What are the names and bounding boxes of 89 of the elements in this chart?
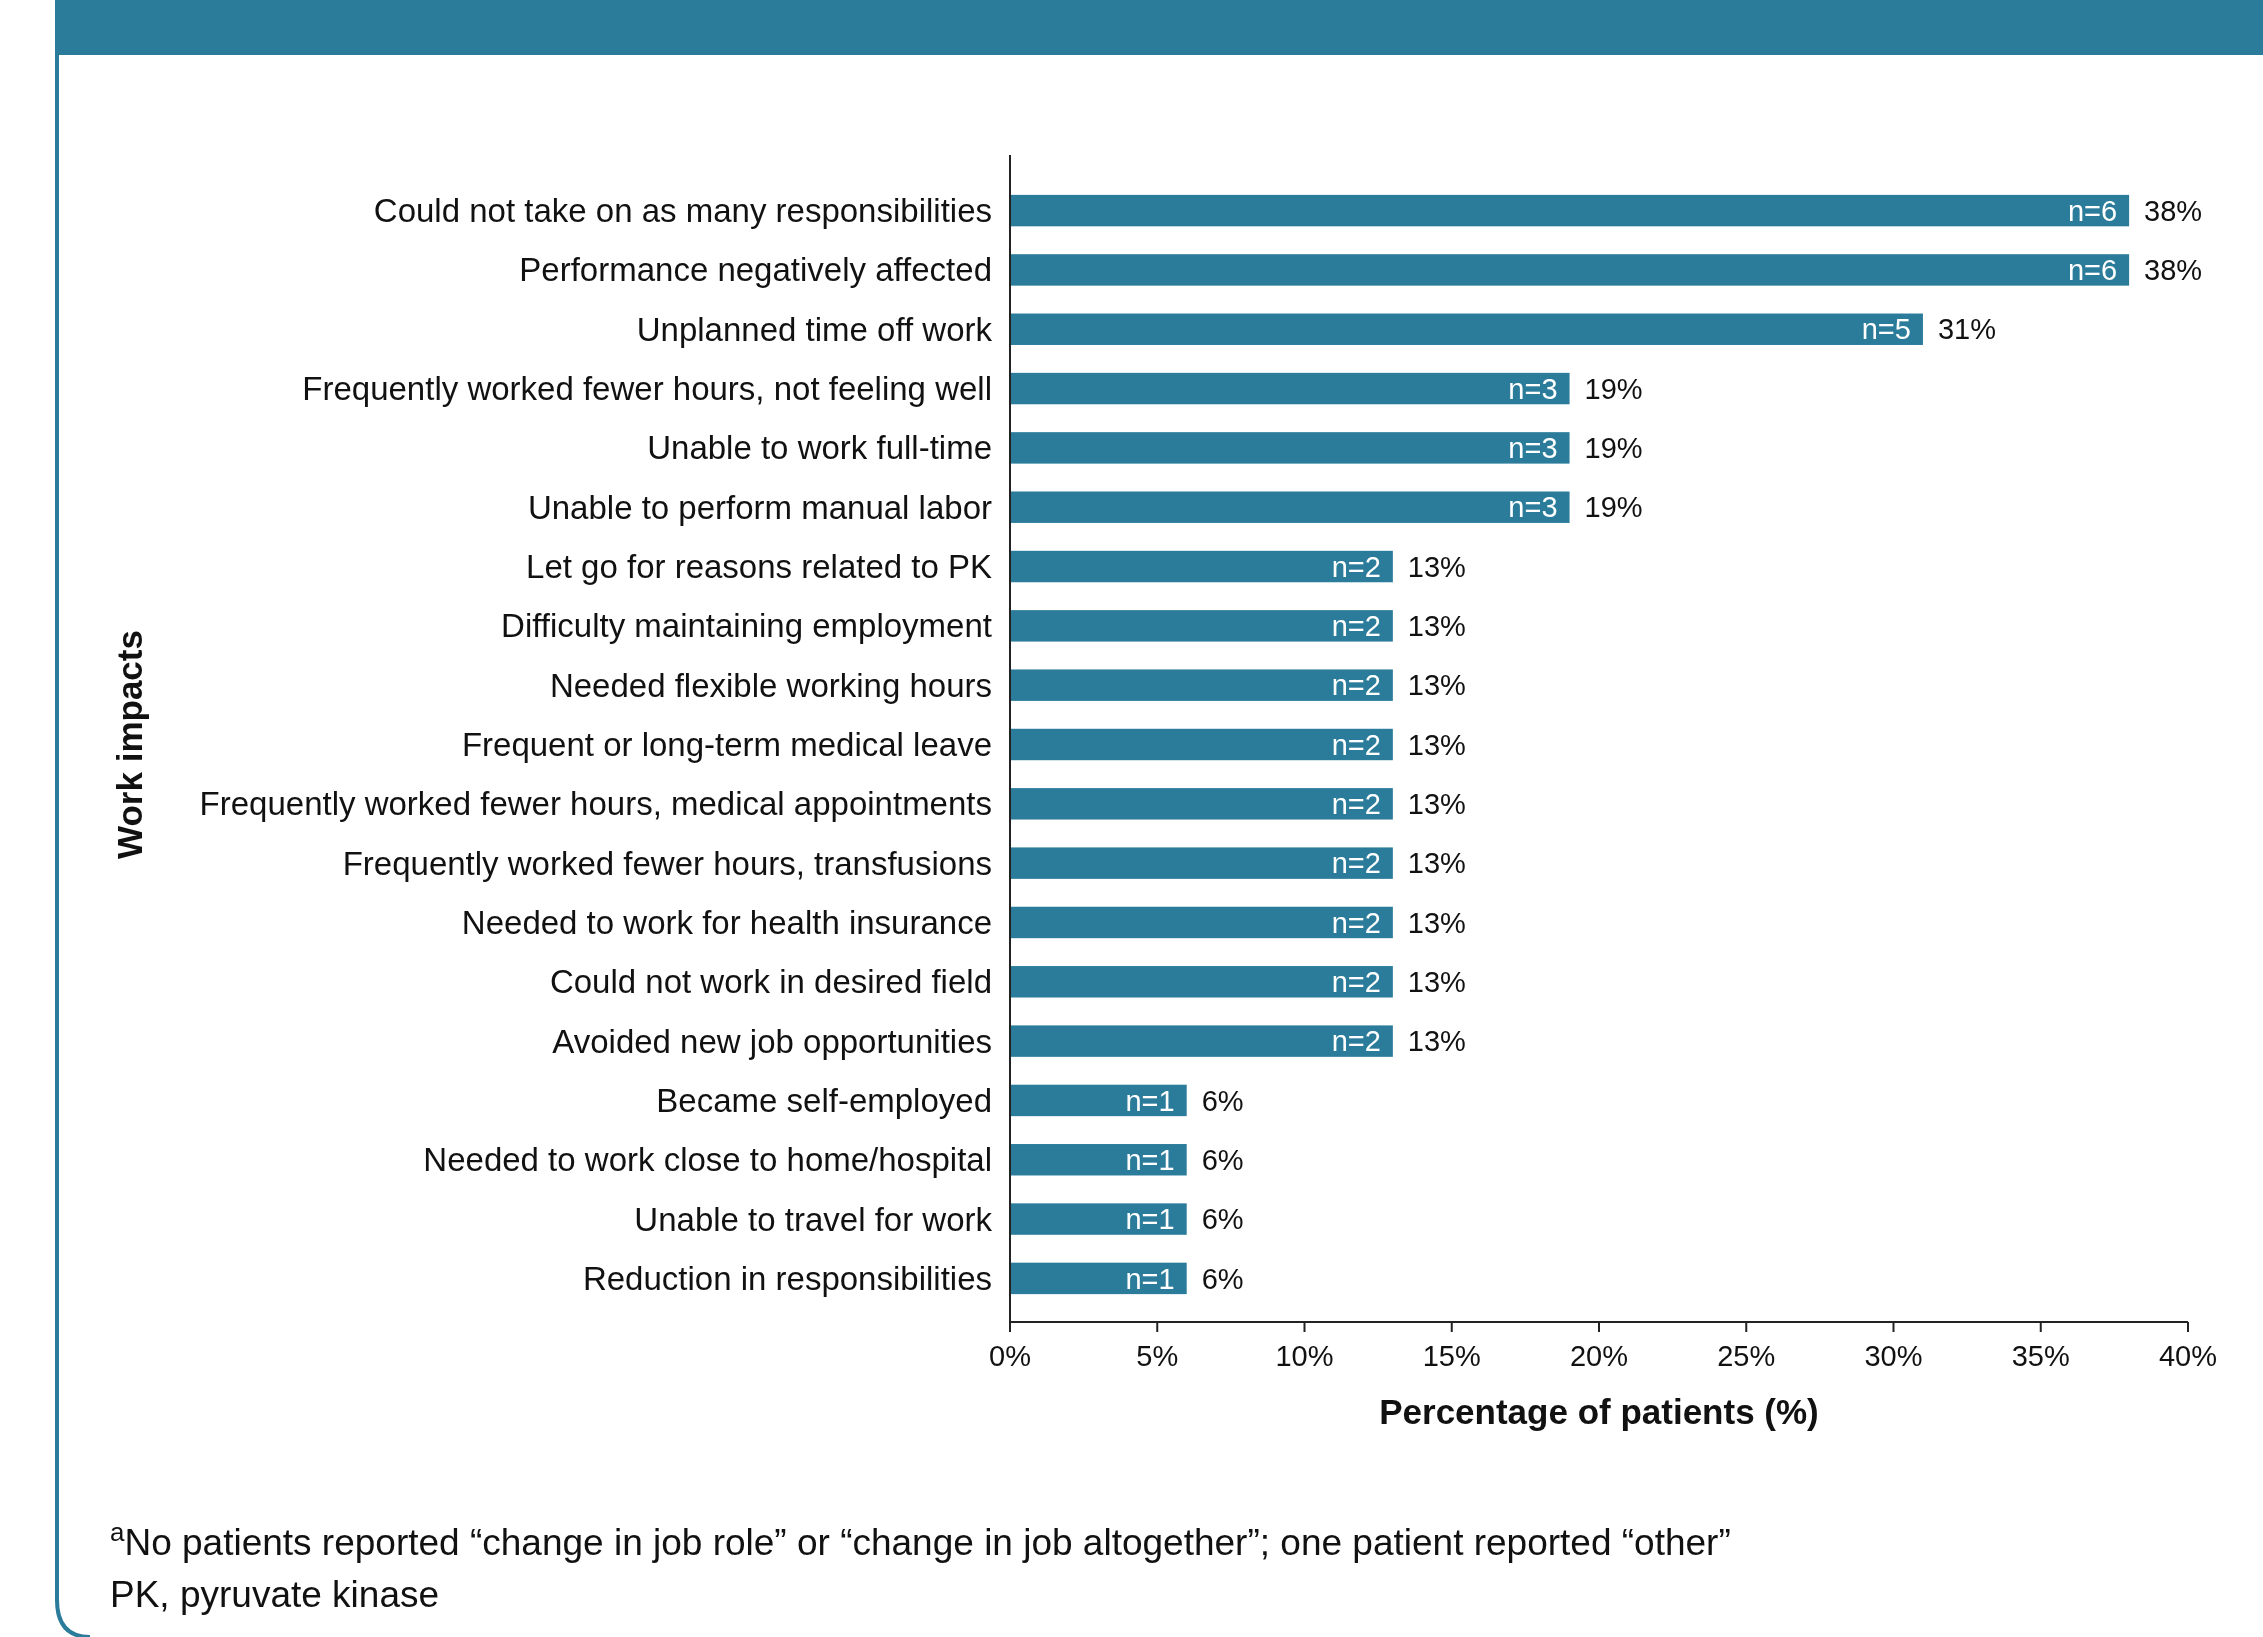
- annotation: n=2: [1331, 1025, 1381, 1058]
- y-tick-label: Needed to work close to home/hospital: [423, 1141, 992, 1179]
- x-tick-label: 20%: [1569, 1340, 1629, 1372]
- bar: [1010, 966, 1393, 998]
- bar: [1010, 610, 1393, 642]
- annotation: n=1: [1125, 1203, 1175, 1236]
- bar: [1010, 1025, 1393, 1057]
- data-label: 13%: [1407, 610, 1466, 643]
- data-label: 13%: [1407, 787, 1466, 820]
- annotation: n=2: [1331, 787, 1381, 820]
- data-label: 38%: [2144, 254, 2203, 287]
- data-label: 6%: [1201, 1084, 1244, 1117]
- annotation: n=1: [1125, 1262, 1175, 1295]
- bar: [1010, 788, 1393, 820]
- annotation: n=2: [1331, 550, 1381, 583]
- annotation: n=1: [1125, 1084, 1175, 1117]
- bar: [1010, 194, 2130, 227]
- y-tick-label: Unable to travel for work: [634, 1200, 993, 1238]
- annotation: n=5: [1861, 313, 1911, 346]
- x-axis-title: Percentage of patients (%): [1379, 1392, 1819, 1431]
- data-label: 19%: [1584, 491, 1643, 524]
- data-label: 31%: [1937, 313, 1996, 346]
- y-tick-label: Could not work in desired field: [549, 963, 992, 1001]
- annotation: n=2: [1331, 669, 1381, 702]
- x-tick-label: 10%: [1275, 1340, 1334, 1372]
- text: PK, pyruvate kinase: [110, 1574, 440, 1615]
- annotation: n=6: [2067, 194, 2118, 227]
- bar: [1010, 1144, 1187, 1176]
- x-tick-label: 15%: [1422, 1340, 1481, 1372]
- y-tick-label: Difficulty maintaining employment: [501, 607, 992, 645]
- annotation: n=1: [1125, 1143, 1175, 1176]
- y-tick-label: Needed to work for health insurance: [461, 904, 992, 942]
- bar: [1010, 491, 1570, 523]
- annotation: n=2: [1331, 847, 1381, 880]
- bar: [1010, 372, 1570, 405]
- data-label: 13%: [1407, 669, 1466, 702]
- data-label: 13%: [1407, 728, 1466, 761]
- bar: [1010, 847, 1393, 879]
- annotation: n=2: [1331, 728, 1381, 761]
- y-tick-label: Unable to work full-time: [647, 429, 992, 467]
- data-label: 6%: [1201, 1203, 1244, 1236]
- y-tick-label: Let go for reasons related to PK: [526, 548, 992, 586]
- y-tick-label: Performance negatively affected: [519, 251, 992, 289]
- y-tick-label: Frequently worked fewer hours, not feeling well: [302, 370, 992, 408]
- bar: [1010, 906, 1393, 939]
- data-label: 13%: [1407, 1025, 1466, 1058]
- data-label: 38%: [2144, 194, 2203, 227]
- data-label: 13%: [1407, 965, 1466, 998]
- x-tick-label: 25%: [1717, 1340, 1776, 1372]
- data-label: 19%: [1584, 432, 1643, 465]
- annotation: n=2: [1331, 965, 1381, 998]
- annotation: n=2: [1331, 906, 1381, 939]
- y-tick-label: Reduction in responsibilities: [582, 1259, 992, 1297]
- text: $^{a}$No patients reported “change in job role” or “change in job altogether”; one patient reported “other”: [110, 1518, 1731, 1563]
- data-label: 6%: [1201, 1262, 1244, 1295]
- y-tick-label: Needed flexible working hours: [549, 666, 992, 704]
- bar: [1010, 728, 1393, 761]
- x-tick-label: 5%: [1136, 1340, 1179, 1372]
- annotation: n=3: [1508, 372, 1558, 405]
- x-tick-label: 40%: [2158, 1340, 2218, 1372]
- x-tick-label: 0%: [989, 1340, 1031, 1372]
- bar: [1010, 669, 1393, 701]
- data-label: 13%: [1407, 550, 1466, 583]
- y-tick-label: Frequent or long-term medical leave: [461, 726, 992, 764]
- y-tick-label: Unplanned time off work: [636, 310, 993, 348]
- y-tick-label: Avoided new job opportunities: [552, 1022, 992, 1060]
- data-label: 13%: [1407, 906, 1466, 939]
- bar: [1010, 1262, 1187, 1295]
- bar: [1010, 1203, 1187, 1235]
- y-tick-label: Became self-employed: [656, 1081, 992, 1119]
- bar: [1010, 313, 1923, 345]
- data-label: 6%: [1201, 1143, 1244, 1176]
- y-tick-label: Could not take on as many responsibilities: [373, 192, 992, 230]
- bar: [1010, 254, 2130, 286]
- annotation: n=3: [1508, 491, 1558, 524]
- bar: [1010, 550, 1393, 583]
- annotation: n=3: [1508, 432, 1558, 465]
- data-label: 19%: [1584, 372, 1643, 405]
- bar: [1010, 432, 1570, 464]
- annotation: n=2: [1331, 610, 1381, 643]
- y-tick-label: Frequently worked fewer hours, medical appointments: [199, 785, 992, 823]
- y-tick-label: Unable to perform manual labor: [527, 488, 992, 526]
- bar: [1010, 1084, 1187, 1117]
- x-tick-label: 35%: [2011, 1340, 2070, 1372]
- x-tick-label: 30%: [1864, 1340, 1923, 1372]
- data-label: 13%: [1407, 847, 1466, 880]
- y-axis-title: Work impacts: [110, 630, 149, 859]
- y-tick-label: Frequently worked fewer hours, transfusions: [342, 844, 992, 882]
- annotation: n=6: [2067, 254, 2118, 287]
